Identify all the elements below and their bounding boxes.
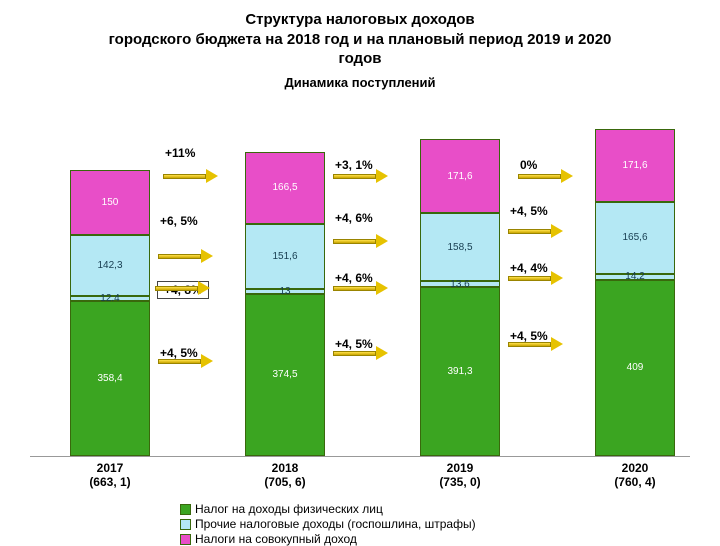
segment: 409 <box>595 280 675 456</box>
bar-2020: 171,6165,614,2409 <box>595 129 675 456</box>
arrow-icon <box>155 283 210 291</box>
segment-value: 165,6 <box>622 232 647 243</box>
segment: 171,6 <box>595 129 675 203</box>
segment-value: 142,3 <box>97 260 122 271</box>
segment: 158,5 <box>420 213 500 281</box>
pct-label: +3, 1% <box>335 158 373 172</box>
segment-value: 171,6 <box>622 160 647 171</box>
arrow-icon <box>158 356 213 364</box>
legend-item: Прочие налоговые доходы (госпошлина, штр… <box>180 517 700 531</box>
chart-title: Структура налоговых доходов городского б… <box>20 10 700 69</box>
segment: 166,5 <box>245 152 325 224</box>
x-axis-label: 2020(760, 4) <box>585 461 685 489</box>
segment-value: 158,5 <box>447 242 472 253</box>
legend-item: Налоги на совокупный доход <box>180 532 700 546</box>
segment: 171,6 <box>420 139 500 213</box>
legend: Налог на доходы физических лицПрочие нал… <box>180 502 700 546</box>
arrow-icon <box>158 251 213 259</box>
segment-value: 171,6 <box>447 171 472 182</box>
arrow-icon <box>163 171 218 179</box>
segment-value: 391,3 <box>447 366 472 377</box>
arrow-icon <box>333 171 388 179</box>
arrow-icon <box>333 283 388 291</box>
pct-label: +4, 6% <box>335 211 373 225</box>
arrow-icon <box>518 171 573 179</box>
legend-swatch <box>180 519 191 530</box>
segment: 358,4 <box>70 301 150 455</box>
bar-2019: 171,6158,513,6391,3 <box>420 139 500 455</box>
chart-subtitle: Динамика поступлений <box>20 75 700 90</box>
bar-2018: 166,5151,613374,5 <box>245 152 325 455</box>
segment: 165,6 <box>595 202 675 273</box>
segment: 150 <box>70 170 150 235</box>
arrow-icon <box>508 273 563 281</box>
legend-swatch <box>180 504 191 515</box>
pct-label: +11% <box>165 146 195 160</box>
segment: 374,5 <box>245 294 325 455</box>
segment: 142,3 <box>70 235 150 296</box>
pct-label: +6, 5% <box>160 214 198 228</box>
segment-value: 151,6 <box>272 251 297 262</box>
stacked-bar-chart: 150142,312,4358,42017(663, 1)166,5151,61… <box>30 96 690 457</box>
segment: 391,3 <box>420 287 500 455</box>
segment-value: 374,5 <box>272 369 297 380</box>
arrow-icon <box>333 236 388 244</box>
x-axis-label: 2017(663, 1) <box>60 461 160 489</box>
x-axis-label: 2019(735, 0) <box>410 461 510 489</box>
segment-value: 166,5 <box>272 182 297 193</box>
arrow-icon <box>508 339 563 347</box>
x-axis-label: 2018(705, 6) <box>235 461 335 489</box>
arrow-icon <box>333 348 388 356</box>
bar-2017: 150142,312,4358,4 <box>70 170 150 455</box>
segment-value: 150 <box>102 197 119 208</box>
legend-label: Прочие налоговые доходы (госпошлина, штр… <box>195 517 476 531</box>
segment: 151,6 <box>245 224 325 289</box>
pct-label: +4, 5% <box>510 204 548 218</box>
legend-item: Налог на доходы физических лиц <box>180 502 700 516</box>
segment-value: 409 <box>627 362 644 373</box>
legend-label: Налоги на совокупный доход <box>195 532 357 546</box>
legend-label: Налог на доходы физических лиц <box>195 502 383 516</box>
arrow-icon <box>508 226 563 234</box>
segment-value: 358,4 <box>97 373 122 384</box>
pct-label: 0% <box>520 158 537 172</box>
legend-swatch <box>180 534 191 545</box>
